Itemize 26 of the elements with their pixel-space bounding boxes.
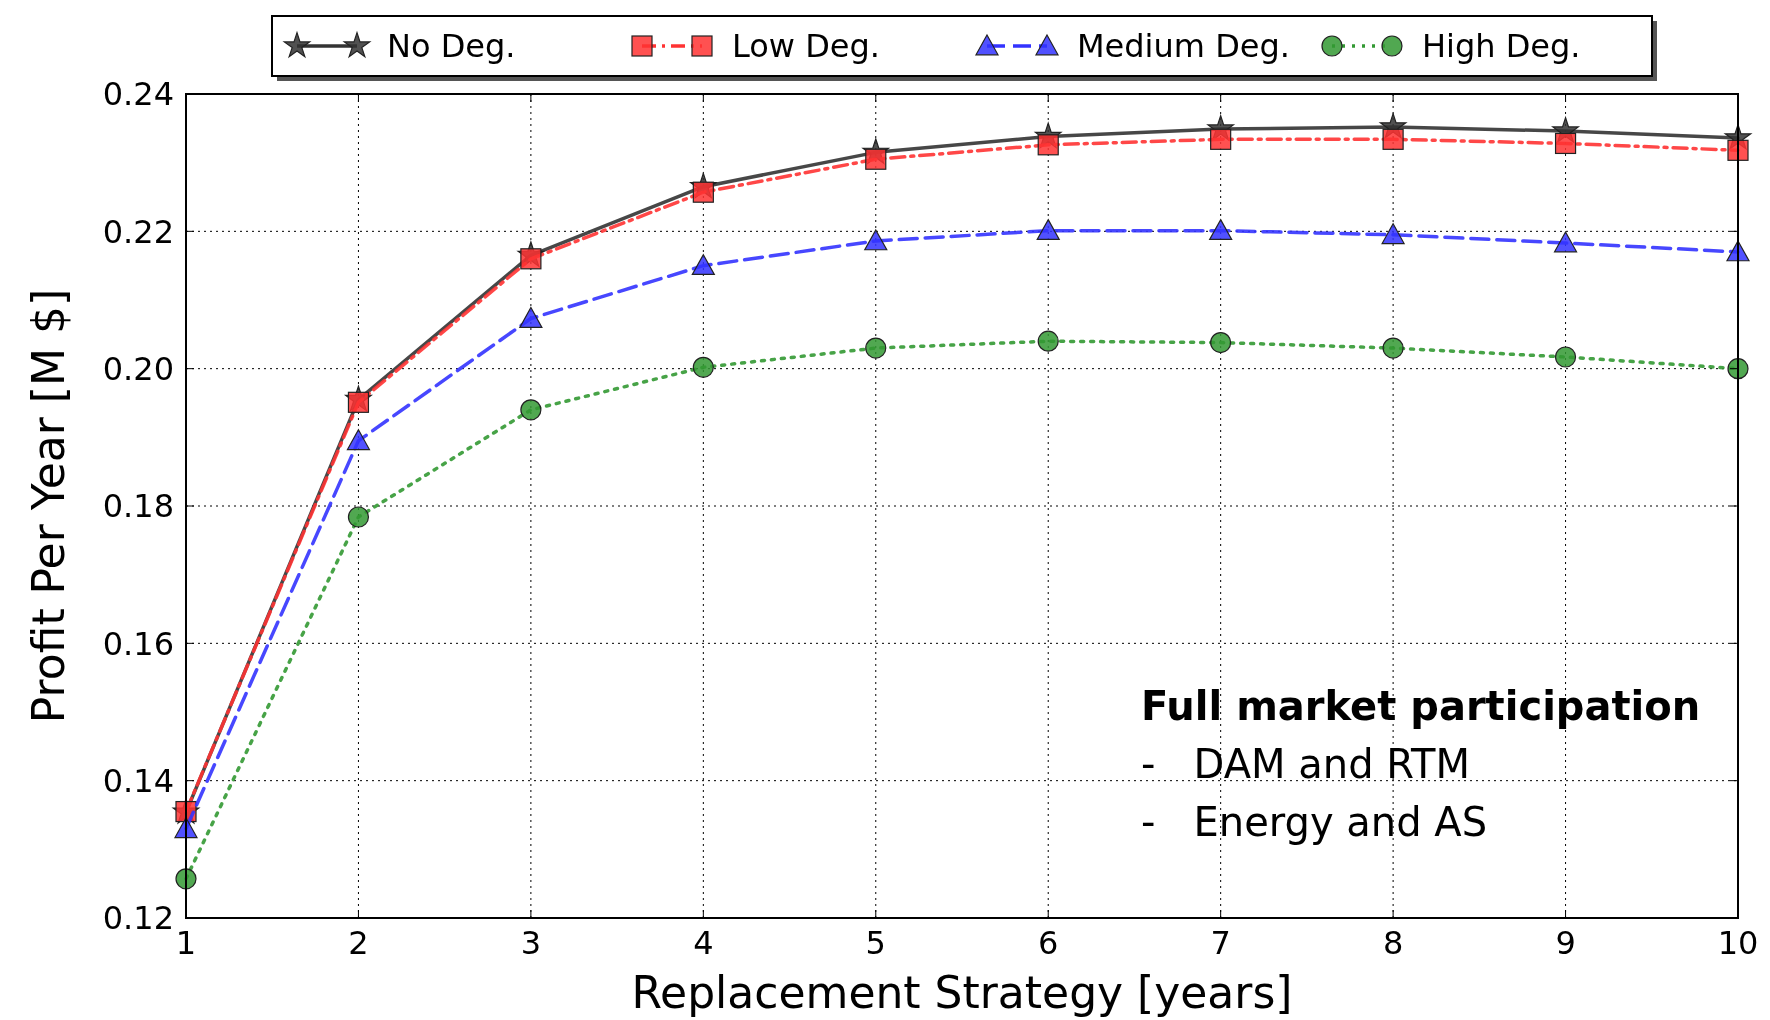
y-tick-label: 0.18 <box>102 487 174 526</box>
x-tick-label: 10 <box>1717 924 1759 962</box>
y-tick-label: 0.20 <box>102 349 174 388</box>
x-tick-label: 4 <box>693 924 714 962</box>
legend-label: Low Deg. <box>732 27 880 66</box>
y-tick-label: 0.24 <box>102 75 174 114</box>
x-tick-label: 7 <box>1210 924 1231 962</box>
y-tick-label: 0.16 <box>102 624 174 663</box>
x-tick-label: 5 <box>865 924 886 962</box>
annotation: - DAM and RTM <box>1141 741 1471 787</box>
x-tick-label: 2 <box>348 924 369 962</box>
x-tick-label: 1 <box>175 924 197 962</box>
y-tick-label: 0.14 <box>102 761 174 800</box>
x-tick-label: 9 <box>1555 924 1576 962</box>
x-axis-title: Replacement Strategy [years] <box>631 967 1293 1018</box>
x-tick-label: 8 <box>1382 924 1404 962</box>
x-tick-label: 6 <box>1038 924 1059 962</box>
x-tick-label: 3 <box>520 924 542 962</box>
y-tick-label: 0.22 <box>102 212 174 251</box>
legend-label: High Deg. <box>1422 27 1581 66</box>
annotation: Full market participation <box>1141 683 1701 729</box>
legend-label: Medium Deg. <box>1077 27 1290 66</box>
y-axis-title: Profit Per Year [M $] <box>23 288 74 724</box>
y-tick-label: 0.12 <box>102 899 174 938</box>
annotation: - Energy and AS <box>1141 799 1488 845</box>
legend-label: No Deg. <box>387 27 516 66</box>
